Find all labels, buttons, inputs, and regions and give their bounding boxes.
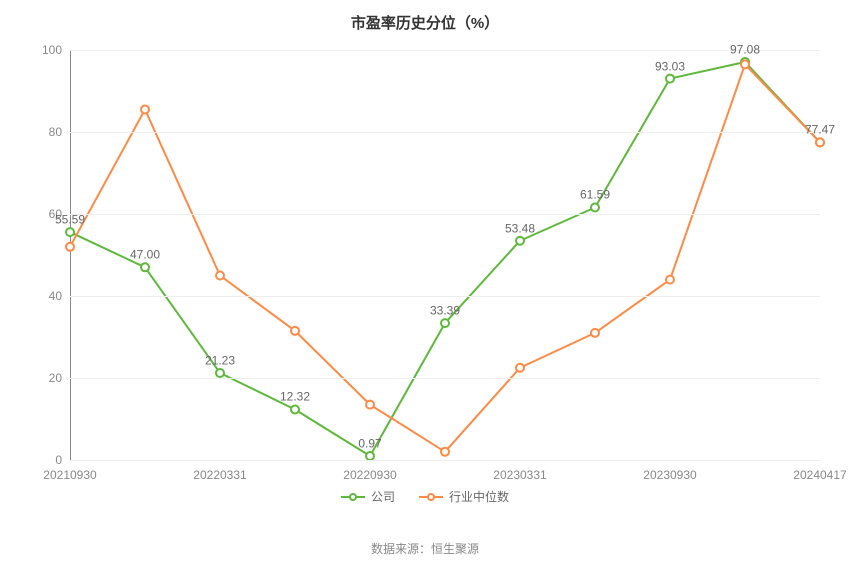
series-marker-industry_median — [816, 138, 824, 146]
chart-container: 市盈率历史分位（%） 02040608010020210930202203312… — [0, 0, 850, 575]
data-label-company: 21.23 — [205, 353, 235, 367]
series-marker-industry_median — [591, 329, 599, 337]
legend-item-company[interactable]: 公司 — [341, 488, 395, 505]
y-axis-tick-label: 100 — [42, 43, 70, 57]
data-label-company: 61.59 — [580, 188, 610, 202]
chart-title: 市盈率历史分位（%） — [0, 12, 850, 33]
series-marker-industry_median — [516, 364, 524, 372]
data-label-company: 53.48 — [505, 221, 535, 235]
data-label-company: 0.97 — [358, 436, 381, 450]
series-marker-industry_median — [66, 243, 74, 251]
data-label-company: 77.47 — [805, 123, 835, 137]
series-marker-company — [666, 75, 674, 83]
series-marker-company — [516, 237, 524, 245]
series-marker-company — [441, 319, 449, 327]
gridline — [70, 296, 820, 297]
legend-label: 行业中位数 — [449, 488, 509, 505]
data-label-company: 33.39 — [430, 303, 460, 317]
x-axis-tick-label: 20210930 — [43, 460, 96, 482]
series-marker-industry_median — [741, 60, 749, 68]
x-axis-tick-label: 20240417 — [793, 460, 846, 482]
series-marker-company — [141, 263, 149, 271]
legend: 公司 行业中位数 — [0, 488, 850, 505]
x-axis-tick-label: 20220930 — [343, 460, 396, 482]
data-source-label: 数据来源：恒生聚源 — [0, 540, 850, 557]
series-marker-industry_median — [666, 276, 674, 284]
series-marker-company — [366, 452, 374, 460]
x-axis-tick-label: 20230930 — [643, 460, 696, 482]
legend-marker-icon — [341, 491, 365, 503]
legend-marker-icon — [419, 491, 443, 503]
legend-item-industry_median[interactable]: 行业中位数 — [419, 488, 509, 505]
series-line-company — [70, 62, 820, 456]
data-label-company: 93.03 — [655, 59, 685, 73]
legend-label: 公司 — [371, 488, 395, 505]
data-label-company: 47.00 — [130, 248, 160, 262]
series-marker-company — [291, 405, 299, 413]
series-marker-industry_median — [141, 105, 149, 113]
series-marker-industry_median — [441, 448, 449, 456]
data-label-company: 97.08 — [730, 42, 760, 56]
series-marker-industry_median — [216, 272, 224, 280]
plot-area: 0204060801002021093020220331202209302023… — [70, 50, 820, 460]
gridline — [70, 50, 820, 51]
gridline — [70, 132, 820, 133]
data-label-company: 55.59 — [55, 212, 85, 226]
gridline — [70, 378, 820, 379]
y-axis-tick-label: 40 — [49, 289, 70, 303]
series-marker-industry_median — [366, 401, 374, 409]
chart-svg — [70, 50, 820, 460]
gridline — [70, 214, 820, 215]
x-axis-tick-label: 20220331 — [193, 460, 246, 482]
gridline — [70, 460, 820, 461]
y-axis-tick-label: 20 — [49, 371, 70, 385]
series-marker-company — [66, 228, 74, 236]
y-axis-tick-label: 80 — [49, 125, 70, 139]
data-label-company: 12.32 — [280, 390, 310, 404]
x-axis-tick-label: 20230331 — [493, 460, 546, 482]
series-marker-company — [591, 203, 599, 211]
series-marker-industry_median — [291, 327, 299, 335]
series-marker-company — [216, 369, 224, 377]
series-line-industry_median — [70, 64, 820, 451]
